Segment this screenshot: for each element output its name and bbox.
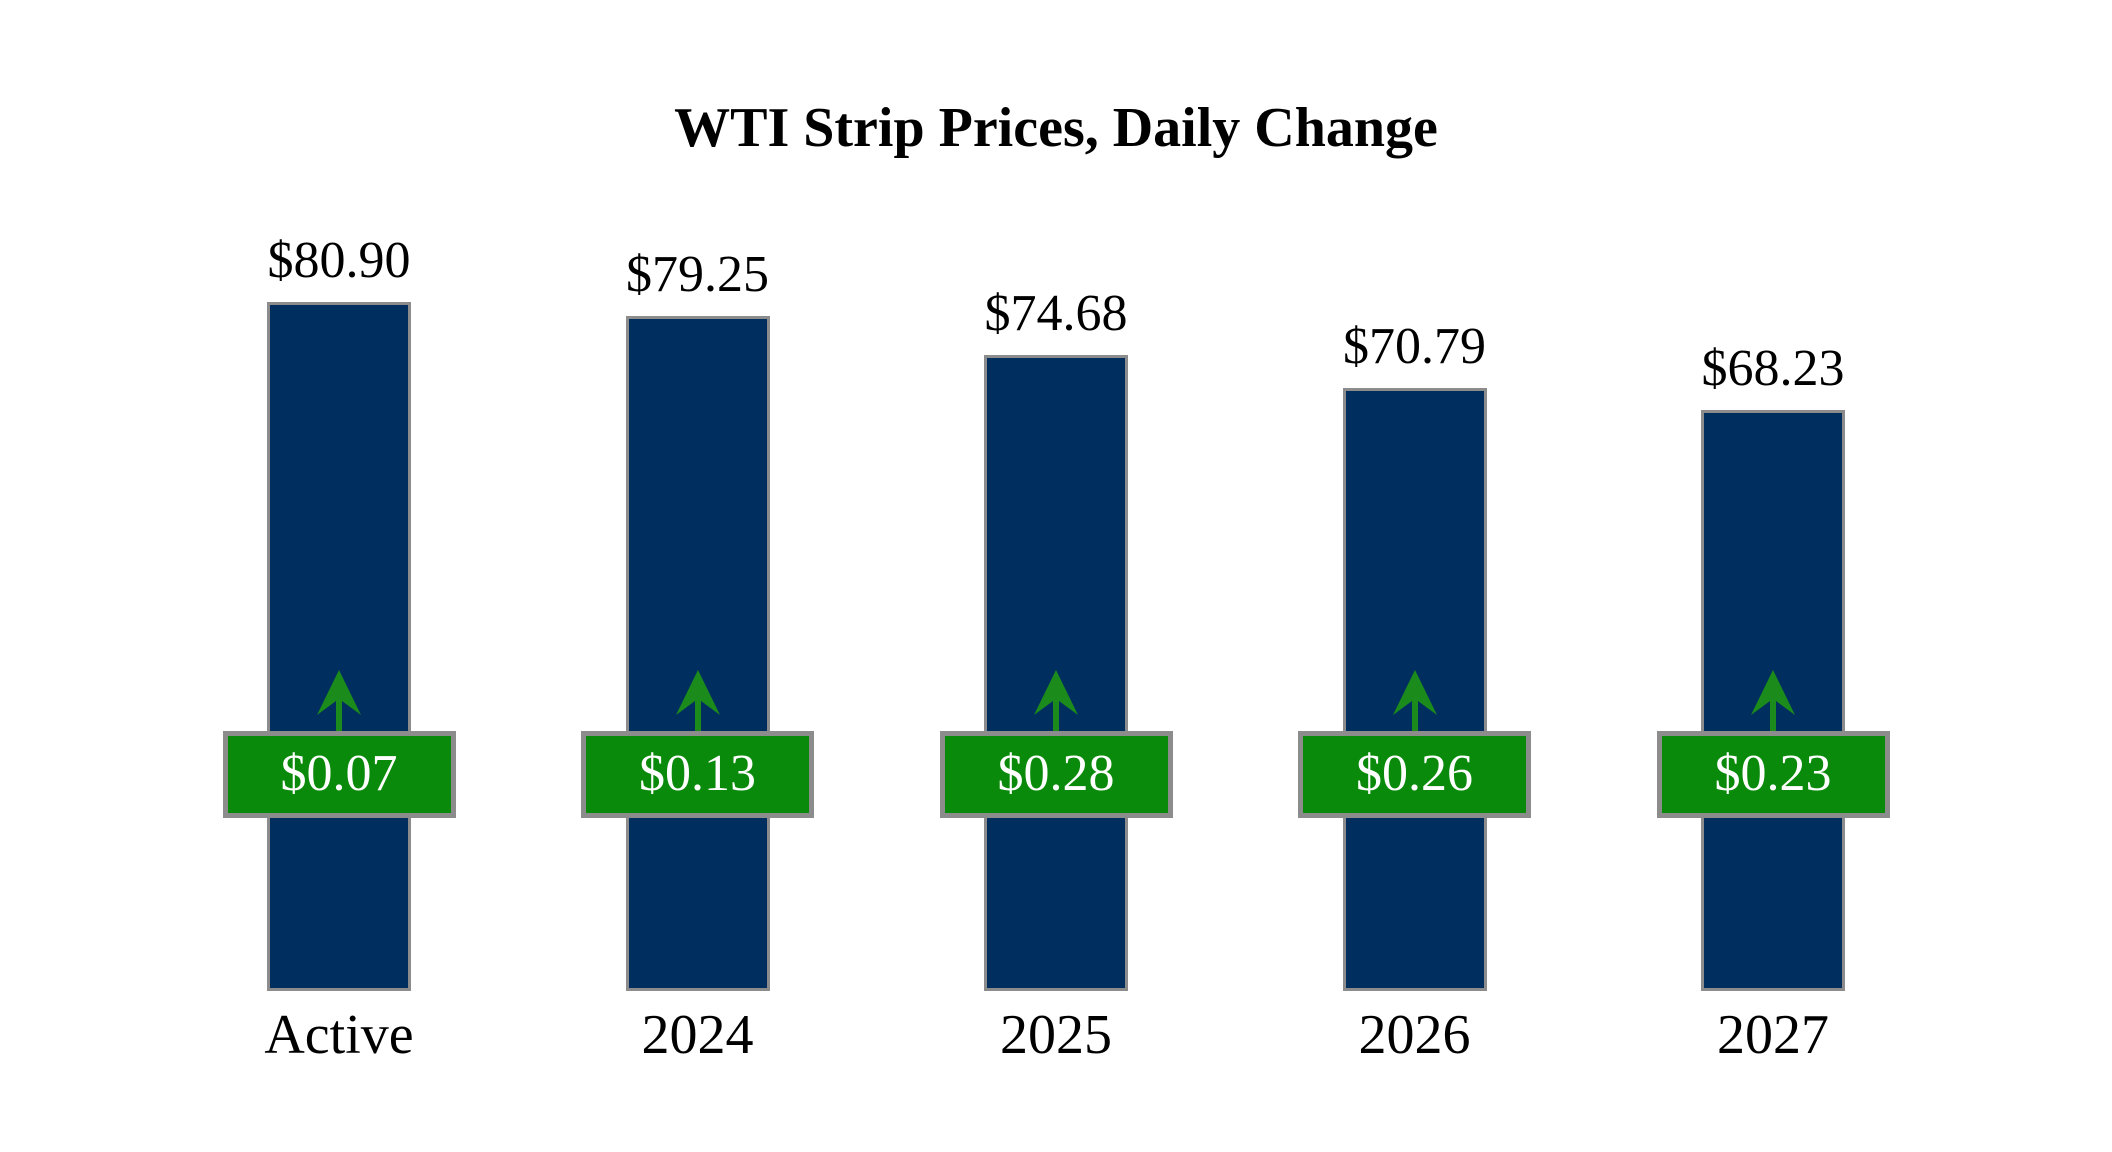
- chart-title: WTI Strip Prices, Daily Change: [674, 97, 1438, 159]
- change-badge-2024: $0.13: [581, 731, 814, 818]
- up-arrow-icon: [1392, 670, 1437, 732]
- change-badge-active: $0.07: [222, 731, 456, 818]
- category-label-active: Active: [264, 1004, 414, 1066]
- price-label-2026: $70.79: [1343, 318, 1486, 375]
- bar-column-2025: $74.68 $0.28 2025: [877, 0, 1236, 1152]
- category-label-2024: 2024: [641, 1004, 754, 1066]
- up-arrow-icon: [1034, 670, 1078, 732]
- category-label-2027: 2027: [1717, 1004, 1829, 1066]
- category-label-2026: 2026: [1358, 1004, 1471, 1066]
- change-value-active: $0.07: [280, 745, 398, 802]
- price-label-2027: $68.23: [1701, 340, 1845, 397]
- price-bar-2024: [625, 316, 770, 991]
- change-badge-2027: $0.23: [1656, 731, 1890, 818]
- category-label-2025: 2025: [1000, 1004, 1112, 1066]
- change-value-2025: $0.28: [997, 745, 1115, 802]
- price-label-2025: $74.68: [984, 285, 1128, 342]
- bar-column-active: $80.90 $0.07 Active: [160, 0, 519, 1152]
- bar-column-2026: $70.79 $0.26 2026: [1235, 0, 1594, 1152]
- up-arrow-icon: [1751, 670, 1795, 732]
- price-label-active: $80.90: [267, 232, 411, 289]
- change-value-2027: $0.23: [1714, 745, 1832, 802]
- up-arrow-icon: [675, 670, 720, 732]
- bar-column-2027: $68.23 $0.23 2027: [1594, 0, 1953, 1152]
- price-label-2024: $79.25: [626, 246, 769, 303]
- change-badge-2026: $0.26: [1298, 731, 1531, 818]
- bar-column-2024: $79.25 $0.13 2024: [518, 0, 877, 1152]
- price-bar-active: [267, 302, 411, 991]
- up-arrow-icon: [317, 670, 361, 732]
- change-value-2026: $0.26: [1356, 745, 1473, 802]
- change-value-2024: $0.13: [639, 745, 756, 802]
- change-badge-2025: $0.28: [939, 731, 1173, 818]
